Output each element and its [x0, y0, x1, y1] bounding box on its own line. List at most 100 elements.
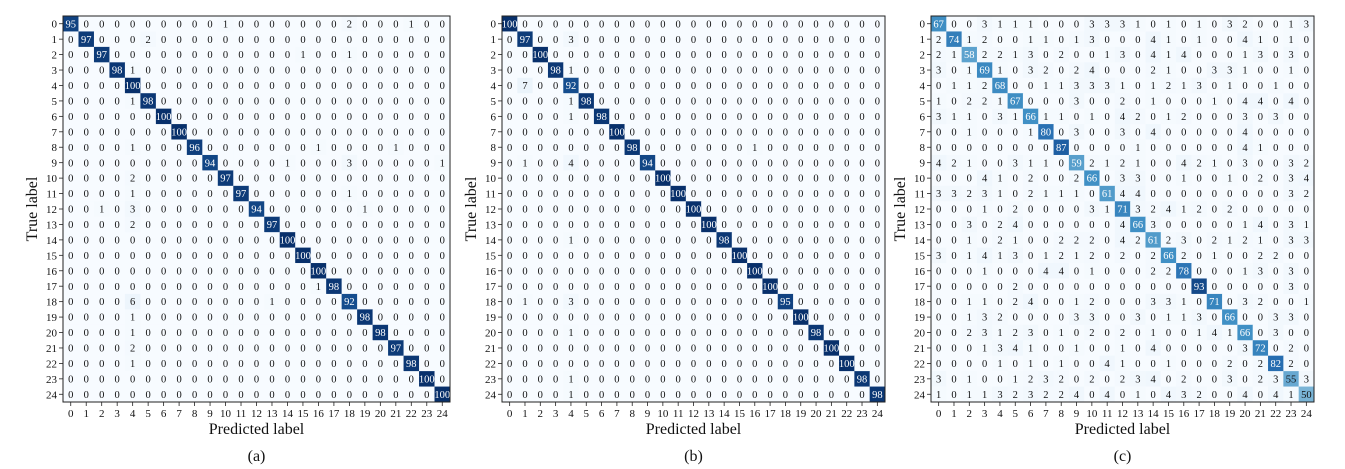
matrix-cell — [63, 386, 79, 403]
cell-value-label: 0 — [331, 235, 336, 246]
cell-value-label: 0 — [115, 374, 120, 385]
cell-value-label: 0 — [737, 158, 742, 169]
matrix-cell — [171, 247, 188, 264]
matrix-cell — [171, 232, 188, 248]
matrix-cell — [372, 201, 389, 218]
cell-value-label: 0 — [752, 97, 757, 108]
cell-value-label: 0 — [362, 158, 367, 169]
matrix-cell — [202, 309, 219, 326]
cell-value-label: 0 — [767, 251, 772, 262]
cell-value-label: 0 — [997, 297, 1002, 308]
matrix-cell — [388, 355, 404, 372]
cell-value-label: 0 — [161, 189, 166, 200]
matrix-cell — [434, 371, 451, 387]
matrix-cell — [593, 16, 610, 32]
cell-value-label: 0 — [1105, 97, 1110, 108]
cell-value-label: 0 — [269, 143, 274, 154]
matrix-cell — [403, 139, 420, 156]
cell-value-label: 0 — [68, 35, 73, 46]
cell-value-label: 98 — [112, 66, 123, 77]
cell-value-label: 0 — [1059, 205, 1064, 216]
cell-value-label: 3 — [1028, 328, 1033, 339]
cell-value-label: 0 — [1028, 81, 1033, 92]
cell-value-label: 0 — [660, 50, 665, 61]
cell-value-label: 3 — [1181, 235, 1186, 246]
x-tick-label: 18 — [780, 408, 792, 420]
cell-value-label: 0 — [1043, 97, 1048, 108]
cell-value-label: 66 — [1163, 251, 1174, 262]
matrix-cell — [434, 31, 451, 48]
matrix-cell — [609, 46, 625, 63]
matrix-cell — [388, 371, 404, 387]
cell-value-label: 0 — [424, 328, 429, 339]
y-tick-label: 15 — [485, 250, 497, 262]
cell-value-label: 0 — [68, 266, 73, 277]
cell-value-label: 0 — [507, 328, 512, 339]
cell-value-label: 0 — [1258, 112, 1263, 123]
x-tick-label: 9 — [1074, 408, 1080, 420]
cell-value-label: 98 — [143, 97, 154, 108]
matrix-cell — [109, 386, 126, 403]
cell-value-label: 1 — [1166, 19, 1171, 30]
matrix-cell — [248, 170, 265, 187]
cell-value-label: 0 — [722, 359, 727, 370]
matrix-cell — [202, 340, 219, 357]
cell-value-label: 0 — [752, 50, 757, 61]
cell-value-label: 0 — [1212, 174, 1217, 185]
cell-value-label: 0 — [1089, 189, 1094, 200]
cell-value-label: 0 — [752, 344, 757, 355]
matrix-cell — [326, 62, 343, 79]
matrix-cell — [140, 77, 157, 94]
matrix-cell — [264, 46, 281, 63]
cell-value-label: 0 — [238, 251, 243, 262]
matrix-cell — [357, 247, 373, 264]
cell-value-label: 0 — [737, 97, 742, 108]
cell-value-label: 0 — [630, 297, 635, 308]
cell-value-label: 1 — [982, 205, 987, 216]
cell-value-label: 100 — [655, 174, 671, 185]
cell-value-label: 1 — [1196, 35, 1201, 46]
matrix-cell — [233, 247, 250, 264]
x-tick-label: 10 — [220, 408, 232, 420]
matrix-cell — [217, 371, 234, 387]
cell-value-label: 0 — [614, 359, 619, 370]
cell-value-label: 0 — [130, 127, 135, 138]
matrix-cell — [279, 340, 296, 357]
matrix-cell — [93, 216, 110, 233]
cell-value-label: 0 — [316, 112, 321, 123]
matrix-cell — [264, 216, 281, 233]
cell-value-label: 0 — [68, 344, 73, 355]
cell-value-label: 0 — [599, 344, 604, 355]
matrix-cell — [155, 340, 172, 357]
cell-value-label: 71 — [1117, 205, 1128, 216]
cell-value-label: 0 — [507, 97, 512, 108]
cell-value-label: 100 — [609, 127, 625, 138]
matrix-cell — [217, 232, 234, 248]
cell-value-label: 7 — [522, 81, 527, 92]
cell-value-label: 0 — [706, 189, 711, 200]
cell-value-label: 1 — [936, 390, 941, 401]
cell-value-label: 0 — [223, 297, 228, 308]
cell-value-label: 0 — [378, 81, 383, 92]
cell-value-label: 1 — [1166, 66, 1171, 77]
cell-value-label: 0 — [1242, 174, 1247, 185]
cell-value-label: 0 — [706, 112, 711, 123]
cell-value-label: 4 — [1013, 344, 1019, 355]
cell-value-label: 0 — [706, 359, 711, 370]
cell-value-label: 0 — [706, 282, 711, 293]
matrix-cell — [419, 46, 435, 63]
cell-value-label: 3 — [1273, 374, 1278, 385]
matrix-cell — [186, 232, 203, 248]
matrix-cell — [155, 170, 172, 187]
cell-value-label: 0 — [378, 158, 383, 169]
cell-value-label: 0 — [783, 127, 788, 138]
cell-value-label: 94 — [642, 158, 653, 169]
cell-value-label: 0 — [599, 35, 604, 46]
cell-value-label: 3 — [1181, 390, 1186, 401]
y-tick-label: 20 — [46, 328, 58, 340]
cell-value-label: 0 — [146, 313, 151, 324]
cell-value-label: 2 — [1059, 50, 1064, 61]
cell-value-label: 0 — [660, 235, 665, 246]
matrix-cell — [233, 77, 250, 94]
cell-value-label: 0 — [676, 158, 681, 169]
